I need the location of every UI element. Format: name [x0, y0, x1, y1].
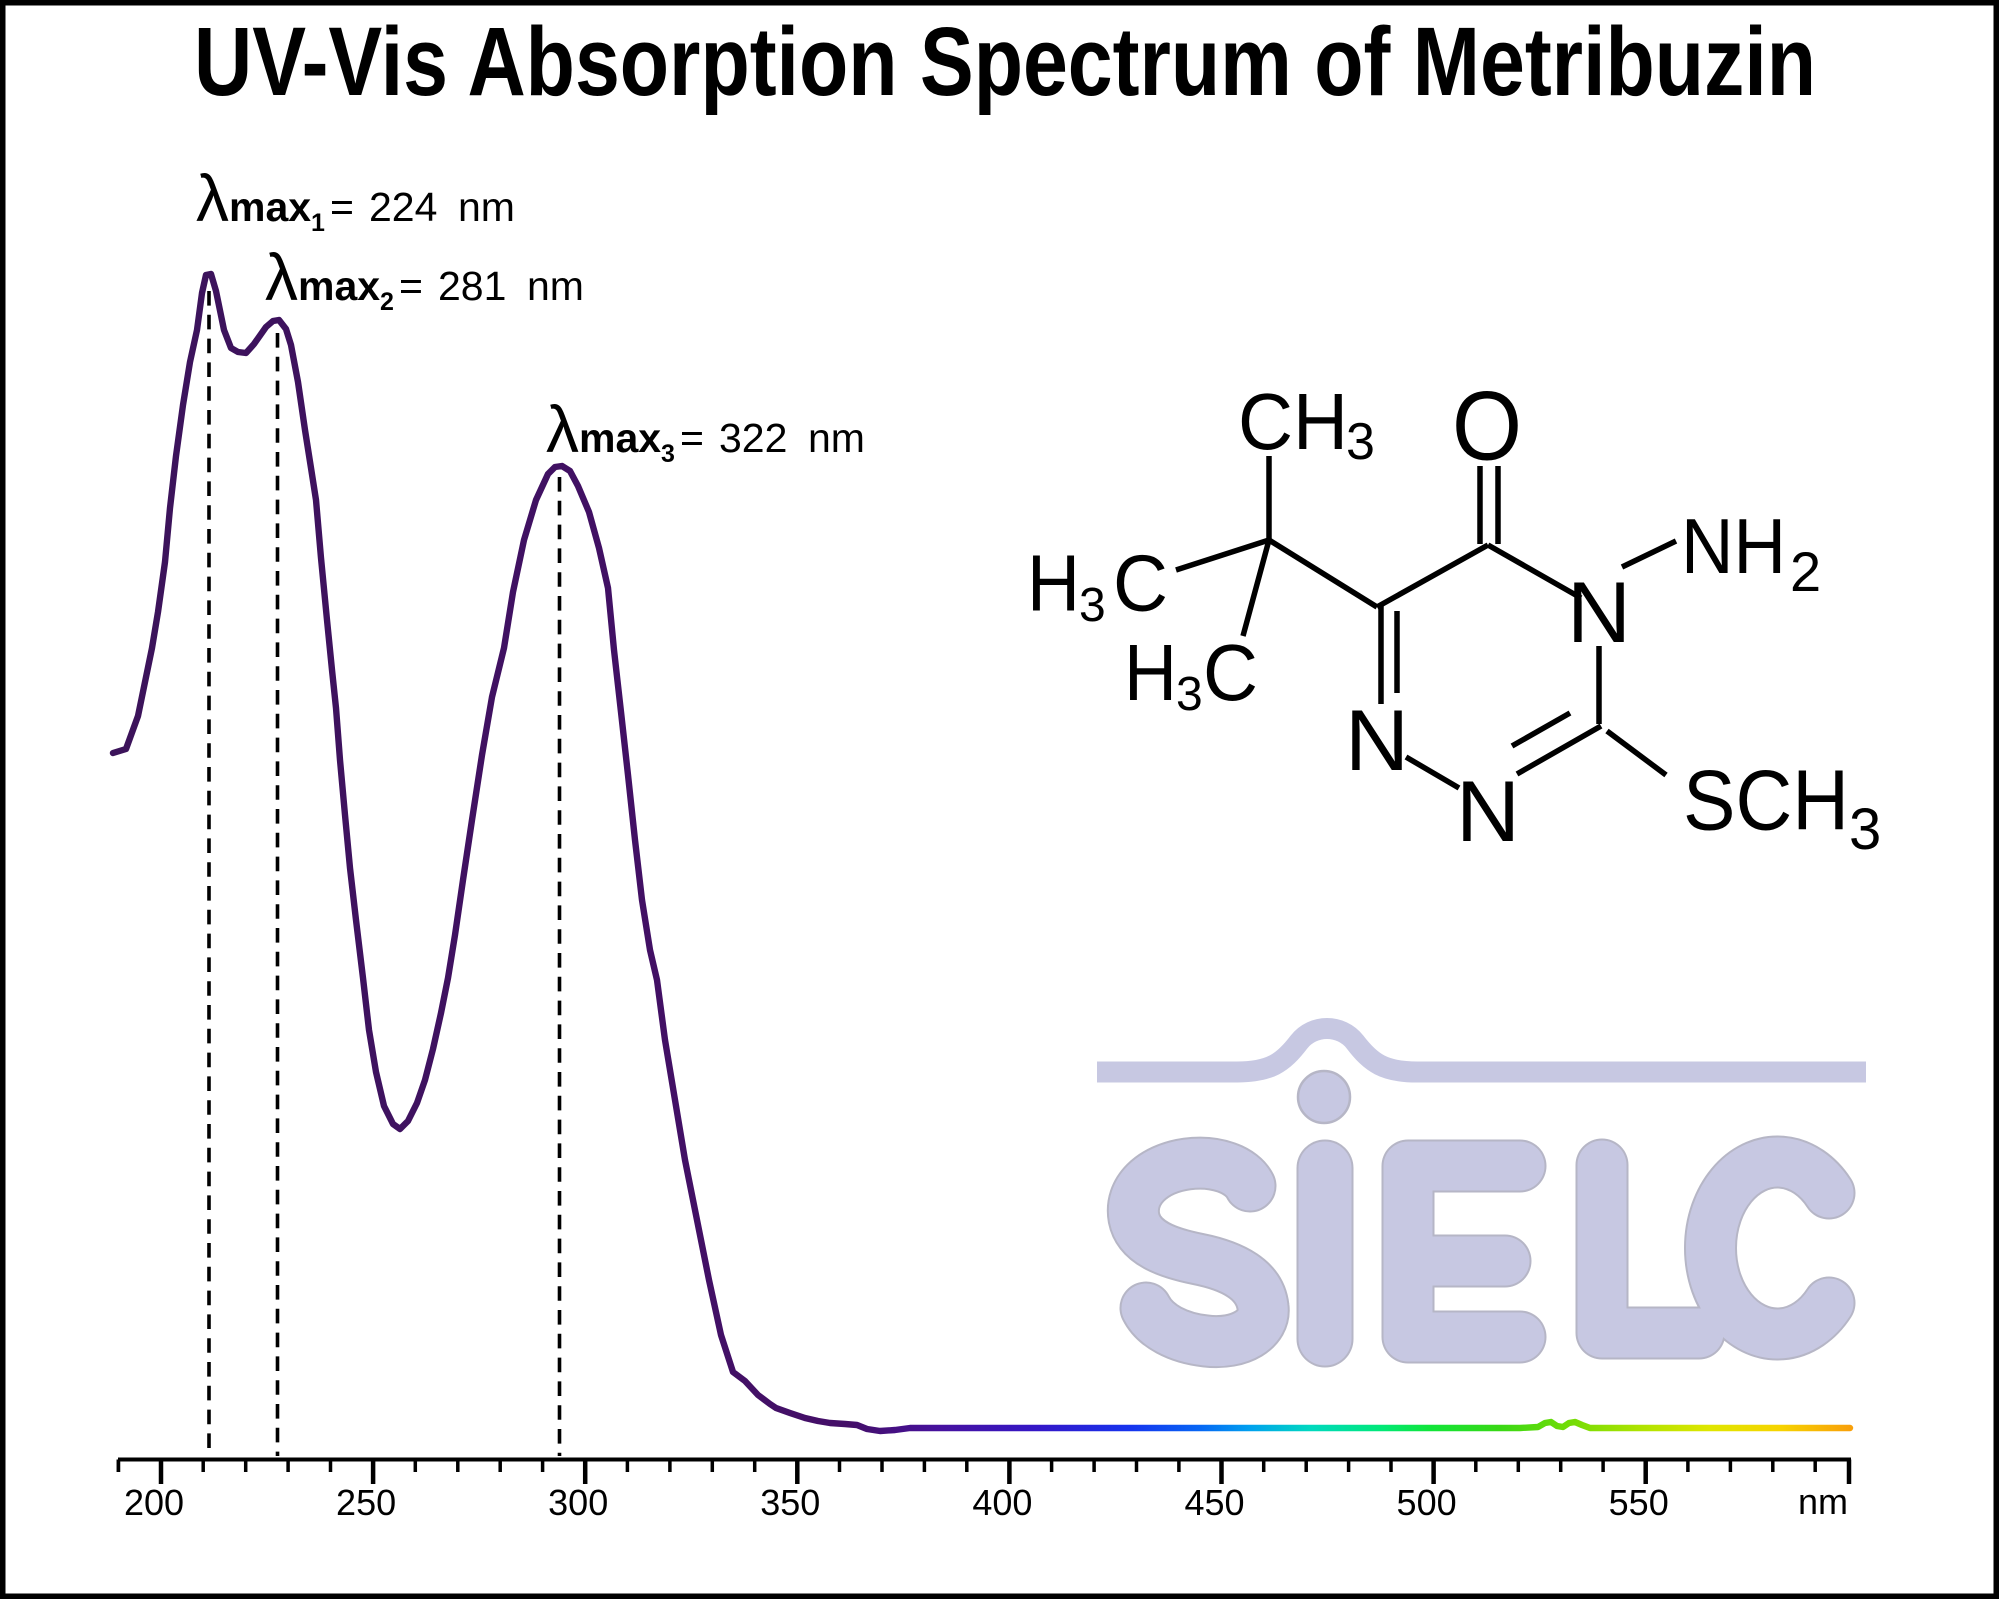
svg-text:1: 1	[311, 209, 325, 237]
svg-text:nm: nm	[808, 415, 865, 461]
svg-text:224: 224	[369, 184, 437, 230]
svg-text:2: 2	[1790, 540, 1821, 603]
svg-text:max: max	[229, 184, 311, 230]
svg-text:UV-Vis Absorption Spectrum of: UV-Vis Absorption Spectrum of Metribuzin	[194, 7, 1816, 116]
svg-text:H: H	[1027, 539, 1080, 628]
svg-text:λ: λ	[196, 161, 229, 235]
svg-text:CH: CH	[1238, 377, 1348, 466]
svg-text:max: max	[298, 263, 380, 309]
svg-text:3: 3	[661, 440, 675, 468]
svg-text:300: 300	[548, 1482, 608, 1523]
svg-text:3: 3	[1176, 668, 1203, 721]
svg-text:350: 350	[760, 1482, 820, 1523]
svg-text:nm: nm	[458, 184, 515, 230]
svg-text:250: 250	[336, 1482, 396, 1523]
svg-text:550: 550	[1609, 1482, 1669, 1523]
svg-text:322: 322	[719, 415, 787, 461]
svg-text:400: 400	[972, 1482, 1032, 1523]
svg-text:N: N	[1567, 565, 1631, 661]
svg-text:450: 450	[1184, 1482, 1244, 1523]
svg-text:281: 281	[438, 263, 506, 309]
svg-text:=: =	[330, 184, 354, 230]
svg-text:3: 3	[1346, 413, 1375, 471]
svg-text:λ: λ	[546, 392, 579, 466]
svg-text:H: H	[1124, 628, 1177, 717]
svg-text:N: N	[1456, 764, 1520, 860]
svg-text:O: O	[1452, 371, 1522, 481]
svg-text:C: C	[1113, 539, 1168, 628]
svg-text:3: 3	[1079, 579, 1106, 632]
svg-text:λ: λ	[265, 240, 298, 314]
svg-text:N: N	[1345, 693, 1409, 789]
svg-text:=: =	[399, 263, 423, 309]
svg-text:nm: nm	[527, 263, 584, 309]
svg-text:NH: NH	[1681, 502, 1786, 590]
svg-text:SCH: SCH	[1683, 754, 1849, 849]
svg-text:=: =	[680, 415, 704, 461]
svg-text:3: 3	[1849, 797, 1881, 862]
svg-text:nm: nm	[1798, 1481, 1848, 1522]
svg-text:500: 500	[1397, 1482, 1457, 1523]
svg-text:200: 200	[124, 1482, 184, 1523]
svg-text:2: 2	[380, 288, 394, 316]
svg-text:max: max	[579, 415, 661, 461]
svg-text:C: C	[1203, 628, 1258, 717]
